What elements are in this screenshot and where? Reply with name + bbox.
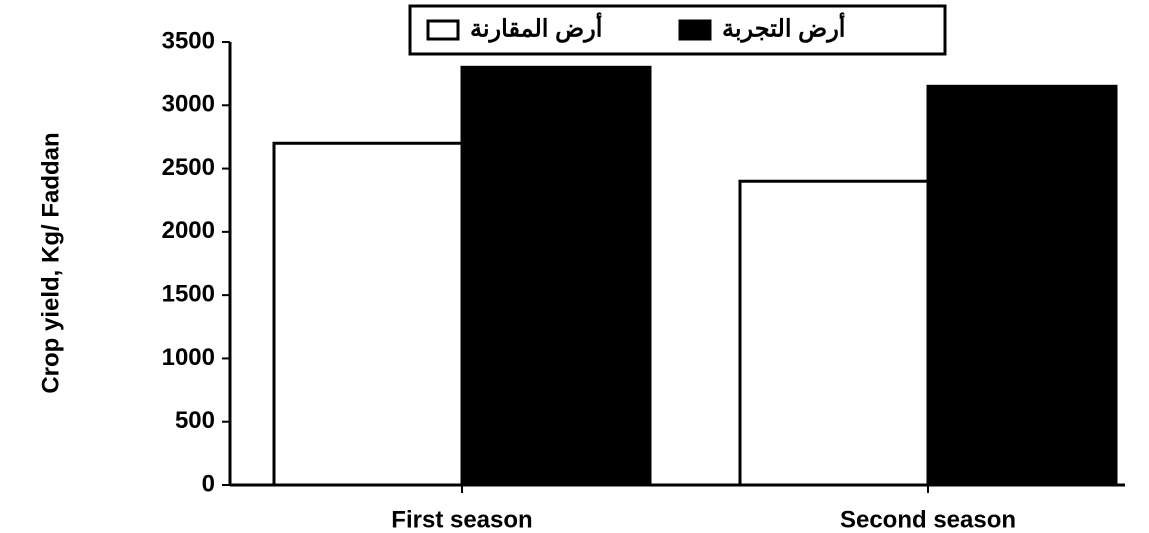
bar <box>738 179 930 487</box>
legend-swatch <box>678 19 712 41</box>
y-axis-label: Crop yield, Kg/ Faddan <box>37 132 64 393</box>
bar <box>926 84 1118 487</box>
bar <box>272 141 464 487</box>
y-tick-label: 2500 <box>162 154 215 181</box>
legend-label: أرض المقارنة <box>470 10 602 43</box>
y-tick-label: 1000 <box>162 344 215 371</box>
y-tick-label: 3500 <box>162 27 215 54</box>
legend-swatch <box>426 19 460 41</box>
x-tick-label: Second season <box>840 506 1016 533</box>
y-tick-label: 500 <box>175 407 215 434</box>
legend-label: أرض التجربة <box>722 10 845 43</box>
y-tick-label: 1500 <box>162 280 215 307</box>
y-tick-label: 0 <box>202 470 215 497</box>
x-tick-label: First season <box>391 506 532 533</box>
y-tick-label: 2000 <box>162 217 215 244</box>
bar <box>460 65 652 487</box>
legend <box>408 4 947 56</box>
y-tick-label: 3000 <box>162 91 215 118</box>
